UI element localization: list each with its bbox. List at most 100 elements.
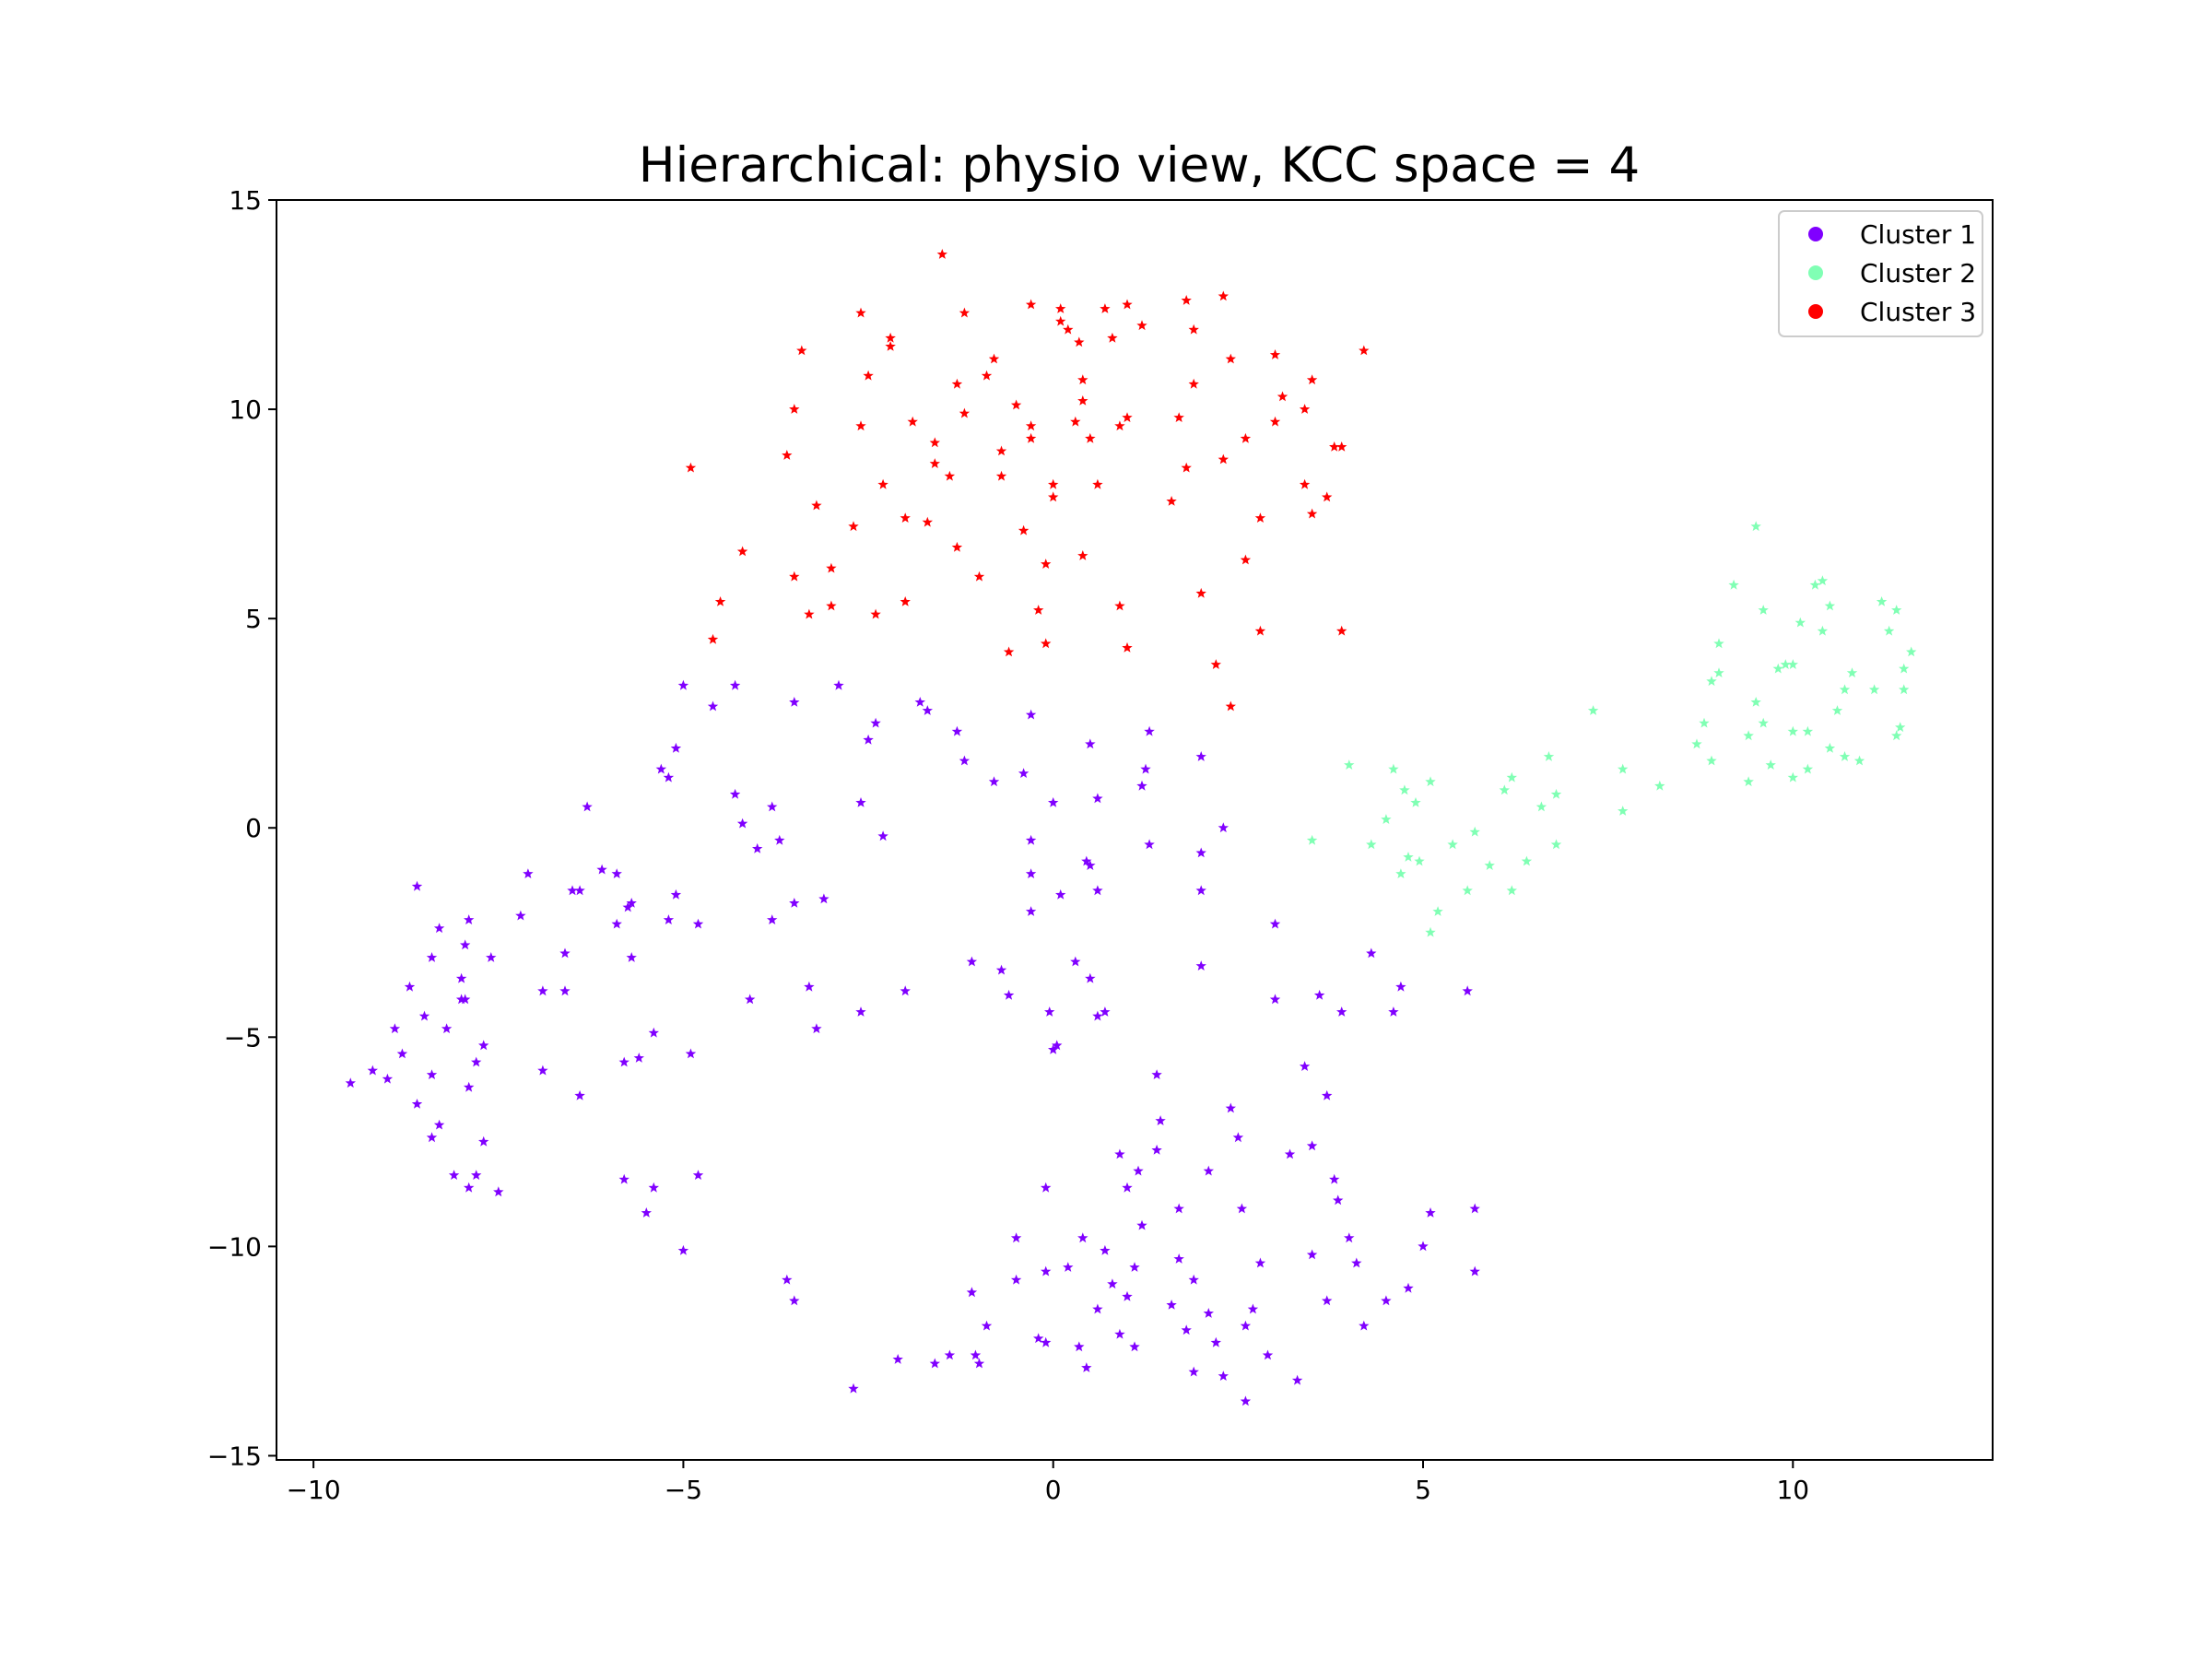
plot-area-frame: [276, 199, 1994, 1461]
data-point: [1484, 860, 1495, 870]
data-point: [433, 923, 445, 934]
data-point: [626, 898, 637, 908]
data-point: [1750, 697, 1761, 707]
data-point: [1780, 659, 1791, 669]
y-tick-label: −5: [224, 1022, 262, 1053]
data-point: [1713, 638, 1724, 649]
data-point: [1831, 705, 1843, 715]
data-point: [1063, 324, 1074, 335]
data-point: [789, 1295, 800, 1306]
data-point: [1010, 399, 1022, 410]
data-point: [493, 1186, 504, 1197]
data-point: [833, 679, 844, 690]
data-point: [1092, 793, 1103, 804]
data-point: [1743, 776, 1754, 787]
data-point: [1092, 1010, 1103, 1021]
data-point: [944, 470, 956, 481]
data-point: [1025, 299, 1037, 310]
data-point: [1299, 478, 1311, 489]
data-point: [1839, 684, 1851, 695]
data-point: [1003, 646, 1015, 657]
data-point: [1322, 1295, 1333, 1306]
data-point: [870, 608, 881, 619]
data-point: [663, 771, 675, 782]
y-tick-label: 10: [229, 394, 262, 425]
data-point: [1535, 801, 1547, 812]
data-point: [677, 1244, 689, 1255]
data-point: [1587, 705, 1599, 715]
data-point: [1817, 625, 1829, 636]
data-point: [1107, 332, 1118, 343]
data-point: [1181, 295, 1192, 305]
data-point: [966, 1287, 978, 1298]
data-point: [382, 1073, 394, 1084]
legend-marker: [1808, 265, 1823, 280]
legend-marker: [1808, 227, 1823, 241]
data-point: [855, 420, 866, 431]
data-point: [1299, 1061, 1311, 1071]
data-point: [515, 910, 526, 921]
data-point: [1240, 1320, 1252, 1331]
data-point: [1787, 659, 1798, 669]
data-point: [1122, 641, 1133, 653]
data-point: [1403, 1282, 1414, 1293]
data-point: [464, 914, 475, 924]
data-point: [692, 918, 704, 929]
data-point: [929, 1358, 940, 1369]
data-point: [1550, 788, 1562, 799]
data-point: [855, 307, 866, 318]
data-point: [729, 679, 741, 690]
data-point: [1173, 1203, 1184, 1214]
data-point: [1114, 1328, 1125, 1339]
points-layer: [345, 249, 1917, 1406]
data-point: [1499, 784, 1510, 795]
data-point: [1550, 839, 1562, 850]
data-point: [1336, 625, 1347, 636]
data-point: [1728, 579, 1739, 590]
data-point: [464, 1182, 475, 1193]
data-point: [1055, 303, 1066, 313]
data-point: [1883, 625, 1895, 636]
data-point: [811, 500, 822, 511]
data-point: [478, 1040, 489, 1051]
data-point: [1100, 1006, 1111, 1017]
data-point: [1839, 751, 1851, 761]
data-point: [1048, 478, 1059, 489]
data-point: [471, 1056, 482, 1067]
data-point: [1077, 374, 1088, 385]
data-point: [1085, 972, 1096, 983]
data-point: [707, 700, 719, 712]
data-point: [1654, 780, 1665, 791]
data-point: [1787, 771, 1798, 782]
data-point: [944, 1349, 956, 1360]
data-point: [1758, 717, 1769, 728]
data-point: [1195, 587, 1206, 598]
data-point: [1418, 1241, 1429, 1252]
data-point: [1173, 1253, 1184, 1264]
data-point: [1144, 725, 1155, 736]
data-point: [426, 1132, 438, 1143]
data-point: [648, 1027, 659, 1038]
data-point: [1521, 855, 1533, 866]
data-point: [1891, 730, 1902, 741]
data-point: [995, 470, 1007, 481]
data-point: [1359, 345, 1370, 356]
data-point: [877, 830, 888, 841]
data-point: [1114, 1148, 1125, 1159]
data-point: [1414, 855, 1425, 866]
data-point: [1122, 1182, 1133, 1193]
data-point: [900, 512, 911, 523]
data-point: [618, 1056, 629, 1067]
data-point: [848, 521, 859, 532]
data-point: [1218, 1371, 1229, 1381]
data-point: [1092, 885, 1103, 896]
data-point: [1085, 432, 1096, 443]
data-point: [1003, 989, 1015, 1000]
data-point: [1240, 432, 1252, 443]
data-point: [892, 1354, 903, 1364]
data-point: [1817, 575, 1829, 586]
data-point: [1129, 1262, 1140, 1272]
data-point: [1136, 780, 1147, 791]
data-point: [1425, 926, 1436, 937]
data-point: [537, 985, 548, 996]
